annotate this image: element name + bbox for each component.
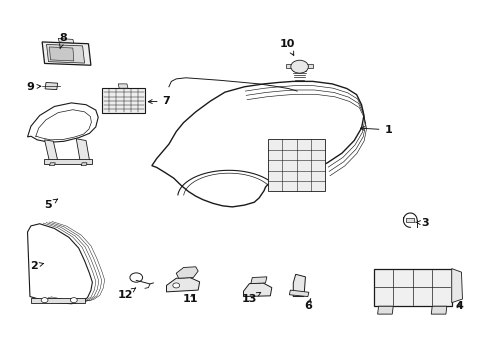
Polygon shape <box>81 163 87 166</box>
Polygon shape <box>44 140 58 163</box>
Polygon shape <box>267 139 325 192</box>
Polygon shape <box>43 159 92 164</box>
Text: 8: 8 <box>59 33 67 49</box>
Polygon shape <box>289 290 308 297</box>
Polygon shape <box>42 42 91 65</box>
Polygon shape <box>45 82 58 90</box>
Polygon shape <box>102 88 145 113</box>
Text: 11: 11 <box>183 294 198 304</box>
Text: 5: 5 <box>44 199 58 210</box>
Circle shape <box>172 283 179 288</box>
Polygon shape <box>118 84 128 88</box>
Text: 6: 6 <box>304 298 311 311</box>
Polygon shape <box>49 47 74 61</box>
Polygon shape <box>31 298 84 303</box>
Text: 2: 2 <box>30 261 43 271</box>
Text: 3: 3 <box>415 218 428 228</box>
Text: 1: 1 <box>360 125 391 135</box>
Polygon shape <box>250 277 266 284</box>
Circle shape <box>290 60 308 73</box>
Polygon shape <box>58 39 74 43</box>
Polygon shape <box>152 81 363 207</box>
Polygon shape <box>373 269 451 306</box>
Polygon shape <box>430 306 446 314</box>
Text: 13: 13 <box>241 292 260 304</box>
Polygon shape <box>49 163 55 166</box>
Polygon shape <box>451 269 462 303</box>
Circle shape <box>70 298 77 303</box>
Polygon shape <box>243 283 271 297</box>
Polygon shape <box>307 64 313 68</box>
Polygon shape <box>176 267 198 278</box>
Polygon shape <box>27 224 92 304</box>
Polygon shape <box>166 278 199 292</box>
Polygon shape <box>27 103 98 142</box>
Polygon shape <box>293 274 305 297</box>
Polygon shape <box>76 139 90 163</box>
Polygon shape <box>285 64 291 68</box>
Polygon shape <box>406 219 413 222</box>
Text: 4: 4 <box>454 301 462 311</box>
Text: 10: 10 <box>279 39 294 55</box>
Polygon shape <box>46 44 84 63</box>
Text: 7: 7 <box>148 96 170 106</box>
Circle shape <box>41 298 48 303</box>
Text: 12: 12 <box>117 288 136 301</box>
Polygon shape <box>377 306 392 314</box>
Text: 9: 9 <box>26 82 41 92</box>
